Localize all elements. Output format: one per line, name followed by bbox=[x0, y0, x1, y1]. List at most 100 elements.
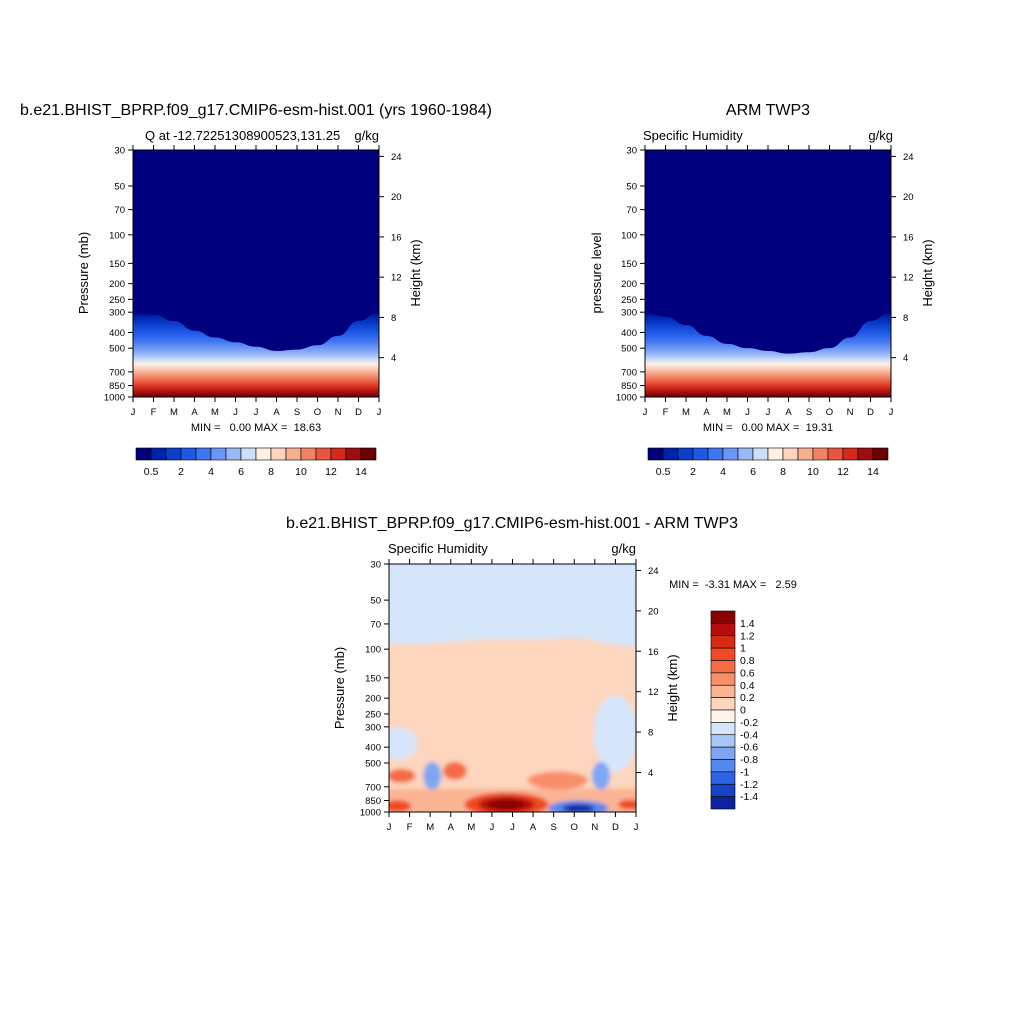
panel-obs-ylabel: pressure level bbox=[589, 232, 604, 313]
panel-obs-minmax: MIN = 0.00 MAX = 19.31 bbox=[703, 422, 833, 434]
y-tick-label: 50 bbox=[626, 181, 637, 192]
colorbar-box bbox=[330, 447, 347, 461]
colorbar-label: 14 bbox=[355, 466, 367, 478]
colorbar-label: 0.5 bbox=[656, 466, 671, 478]
colorbar-label: 10 bbox=[807, 466, 819, 478]
y-tick-label: 100 bbox=[365, 645, 381, 656]
colorbar-label: -0.2 bbox=[740, 717, 758, 729]
y-tick-label: 700 bbox=[365, 782, 381, 793]
y-tick-label: 250 bbox=[365, 709, 381, 720]
colorbar-box bbox=[710, 771, 736, 785]
panel-diff: b.e21.BHIST_BPRP.f09_g17.CMIP6-esm-hist.… bbox=[286, 515, 797, 833]
x-tick-label: A bbox=[530, 822, 537, 833]
height-tick-label: 16 bbox=[903, 232, 914, 243]
y-tick-label: 850 bbox=[621, 381, 637, 392]
x-tick-label: J bbox=[387, 822, 392, 833]
colorbar-label: 0.8 bbox=[740, 655, 755, 667]
x-tick-label: J bbox=[490, 822, 495, 833]
panel-model-title: b.e21.BHIST_BPRP.f09_g17.CMIP6-esm-hist.… bbox=[20, 102, 492, 119]
y-tick-label: 200 bbox=[109, 279, 125, 290]
colorbar-box bbox=[710, 759, 736, 773]
diff-feature bbox=[488, 799, 525, 810]
x-tick-label: M bbox=[682, 407, 690, 418]
height-tick-label: 20 bbox=[648, 606, 659, 617]
y-tick-label: 30 bbox=[626, 146, 637, 157]
height-tick-label: 8 bbox=[391, 313, 396, 324]
y-tick-label: 500 bbox=[109, 344, 125, 355]
panel-obs-moisture-area bbox=[645, 312, 891, 397]
colorbar-box bbox=[710, 746, 736, 760]
x-tick-label: O bbox=[314, 407, 321, 418]
colorbar-box bbox=[345, 447, 362, 461]
y-tick-label: 850 bbox=[365, 796, 381, 807]
y-tick-label: 400 bbox=[365, 743, 381, 754]
height-tick-label: 16 bbox=[391, 232, 402, 243]
y-tick-label: 1000 bbox=[360, 808, 381, 819]
colorbar-label: -0.4 bbox=[740, 729, 758, 741]
x-tick-label: A bbox=[191, 407, 198, 418]
colorbar-box bbox=[707, 447, 724, 461]
colorbar-box bbox=[710, 610, 736, 624]
height-tick-label: 24 bbox=[648, 566, 659, 577]
colorbar-box bbox=[225, 447, 242, 461]
colorbar-label: 1 bbox=[740, 643, 746, 655]
panel-model-height-ticks: 24 20 16 12 8 4 bbox=[379, 152, 402, 364]
colorbar-label: 0.4 bbox=[740, 680, 755, 692]
x-tick-label: J bbox=[254, 407, 259, 418]
diff-blob bbox=[389, 727, 418, 760]
x-tick-label: N bbox=[847, 407, 854, 418]
y-tick-label: 200 bbox=[365, 694, 381, 705]
colorbar-box bbox=[812, 447, 829, 461]
colorbar-box bbox=[710, 722, 736, 736]
x-tick-label: D bbox=[355, 407, 362, 418]
colorbar-label: 14 bbox=[867, 466, 879, 478]
colorbar-box bbox=[195, 447, 212, 461]
x-tick-label: A bbox=[785, 407, 792, 418]
y-tick-label: 700 bbox=[621, 367, 637, 378]
y-tick-label: 1000 bbox=[104, 393, 125, 404]
x-tick-label: D bbox=[612, 822, 619, 833]
y-tick-label: 150 bbox=[109, 259, 125, 270]
x-tick-label: S bbox=[806, 407, 812, 418]
height-tick-label: 4 bbox=[391, 353, 396, 364]
panel-model-ylabel-right: Height (km) bbox=[408, 239, 423, 306]
colorbar-label: 8 bbox=[268, 466, 274, 478]
x-tick-label: M bbox=[467, 822, 475, 833]
colorbar-label: 0.5 bbox=[144, 466, 159, 478]
x-tick-label: M bbox=[211, 407, 219, 418]
panel-diff-title: b.e21.BHIST_BPRP.f09_g17.CMIP6-esm-hist.… bbox=[286, 515, 738, 532]
panel-model-moisture-area bbox=[133, 312, 379, 397]
x-tick-label: F bbox=[151, 407, 157, 418]
height-tick-label: 16 bbox=[648, 647, 659, 658]
x-tick-label: O bbox=[571, 822, 578, 833]
x-tick-label: M bbox=[426, 822, 434, 833]
y-tick-label: 500 bbox=[365, 758, 381, 769]
colorbar-label: 2 bbox=[178, 466, 184, 478]
colorbar-label: 0 bbox=[740, 705, 746, 717]
height-tick-label: 24 bbox=[391, 152, 402, 163]
x-tick-label: S bbox=[550, 822, 556, 833]
panel-diff-minmax: MIN = -3.31 MAX = 2.59 bbox=[669, 579, 797, 591]
x-tick-label: A bbox=[448, 822, 455, 833]
colorbar-label: 4 bbox=[208, 466, 214, 478]
colorbar-label: 0.6 bbox=[740, 667, 755, 679]
colorbar-box bbox=[710, 623, 736, 637]
colorbar-box bbox=[677, 447, 694, 461]
panel-diff-height-ticks: 24 20 16 12 8 4 bbox=[636, 566, 659, 779]
x-tick-label: M bbox=[723, 407, 731, 418]
y-tick-label: 300 bbox=[365, 722, 381, 733]
colorbar-box bbox=[710, 684, 736, 698]
y-tick-label: 250 bbox=[109, 295, 125, 306]
colorbar-box bbox=[710, 709, 736, 723]
x-tick-label: N bbox=[335, 407, 342, 418]
colorbar-label: 10 bbox=[295, 466, 307, 478]
colorbar-box bbox=[797, 447, 814, 461]
panel-model: b.e21.BHIST_BPRP.f09_g17.CMIP6-esm-hist.… bbox=[20, 102, 492, 478]
y-tick-label: 400 bbox=[621, 328, 637, 339]
y-tick-label: 300 bbox=[621, 308, 637, 319]
panel-model-units: g/kg bbox=[354, 128, 379, 143]
panel-diff-colorbar: 1.41.210.80.60.40.20-0.2-0.4-0.6-0.8-1-1… bbox=[710, 610, 758, 810]
diff-feature bbox=[389, 768, 416, 783]
